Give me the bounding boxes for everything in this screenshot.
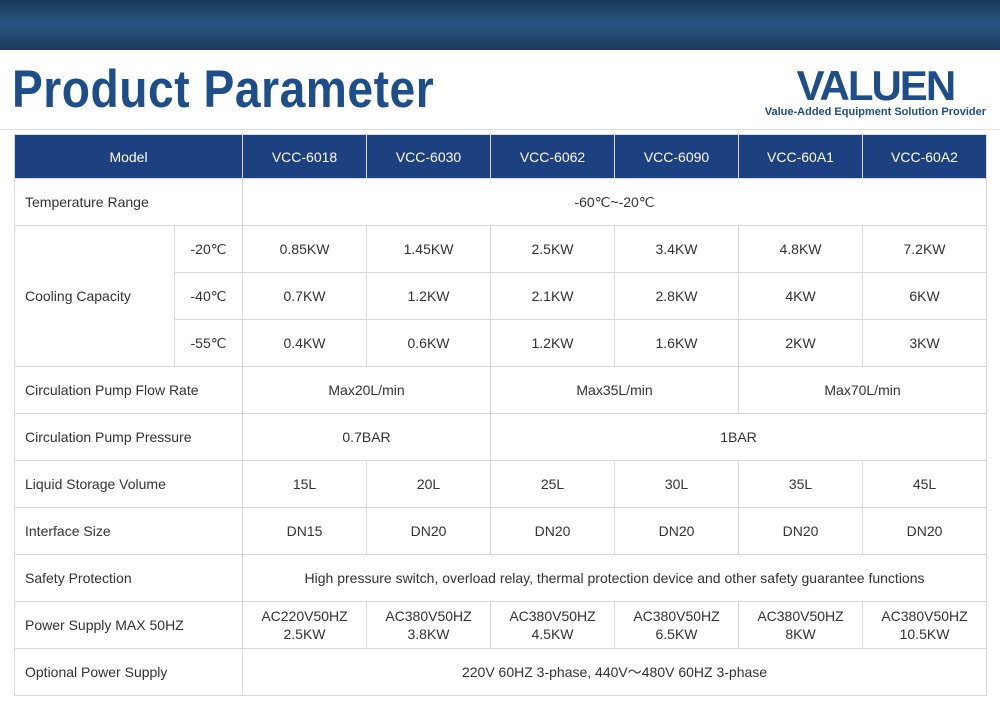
c01: 1.45KW: [367, 226, 491, 273]
c03: 3.4KW: [615, 226, 739, 273]
if2: DN20: [491, 508, 615, 555]
c11: 1.2KW: [367, 273, 491, 320]
label-temp-range: Temperature Range: [15, 179, 243, 226]
val-safety: High pressure switch, overload relay, th…: [243, 555, 987, 602]
c13: 2.8KW: [615, 273, 739, 320]
row-storage: Liquid Storage Volume 15L 20L 25L 30L 35…: [15, 461, 987, 508]
col-m0: VCC-6018: [243, 135, 367, 179]
col-m3: VCC-6090: [615, 135, 739, 179]
header-row: Product Parameter VALUEN Value-Added Equ…: [0, 50, 1000, 130]
st3: 30L: [615, 461, 739, 508]
c10: 0.7KW: [243, 273, 367, 320]
flow-1: Max35L/min: [491, 367, 739, 414]
cooling-temp-0: -20℃: [175, 226, 243, 273]
c24: 2KW: [739, 320, 863, 367]
press-0: 0.7BAR: [243, 414, 491, 461]
row-temp-range: Temperature Range -60℃~-20℃: [15, 179, 987, 226]
c02: 2.5KW: [491, 226, 615, 273]
col-m5: VCC-60A2: [863, 135, 987, 179]
c04: 4.8KW: [739, 226, 863, 273]
c22: 1.2KW: [491, 320, 615, 367]
if3: DN20: [615, 508, 739, 555]
label-flow: Circulation Pump Flow Rate: [15, 367, 243, 414]
label-safety: Safety Protection: [15, 555, 243, 602]
pw5: AC380V50HZ10.5KW: [863, 602, 987, 649]
c14: 4KW: [739, 273, 863, 320]
c21: 0.6KW: [367, 320, 491, 367]
if4: DN20: [739, 508, 863, 555]
pw3: AC380V50HZ6.5KW: [615, 602, 739, 649]
c20: 0.4KW: [243, 320, 367, 367]
label-cooling: Cooling Capacity: [15, 226, 175, 367]
label-pressure: Circulation Pump Pressure: [15, 414, 243, 461]
cooling-temp-1: -40℃: [175, 273, 243, 320]
pw2: AC380V50HZ4.5KW: [491, 602, 615, 649]
c12: 2.1KW: [491, 273, 615, 320]
row-flow: Circulation Pump Flow Rate Max20L/min Ma…: [15, 367, 987, 414]
row-optional: Optional Power Supply 220V 60HZ 3-phase,…: [15, 649, 987, 696]
row-interface: Interface Size DN15 DN20 DN20 DN20 DN20 …: [15, 508, 987, 555]
cooling-temp-2: -55℃: [175, 320, 243, 367]
col-m1: VCC-6030: [367, 135, 491, 179]
st1: 20L: [367, 461, 491, 508]
row-safety: Safety Protection High pressure switch, …: [15, 555, 987, 602]
row-pressure: Circulation Pump Pressure 0.7BAR 1BAR: [15, 414, 987, 461]
top-decor-band: [0, 0, 1000, 50]
label-interface: Interface Size: [15, 508, 243, 555]
st4: 35L: [739, 461, 863, 508]
logo-main: VALUEN: [765, 62, 986, 110]
c23: 1.6KW: [615, 320, 739, 367]
val-optional: 220V 60HZ 3-phase, 440V～480V 60HZ 3-phas…: [243, 649, 987, 696]
title-wrap: Product Parameter: [14, 61, 444, 119]
st5: 45L: [863, 461, 987, 508]
spec-table: Model VCC-6018 VCC-6030 VCC-6062 VCC-609…: [14, 134, 987, 696]
row-power: Power Supply MAX 50HZ AC220V50HZ2.5KW AC…: [15, 602, 987, 649]
label-storage: Liquid Storage Volume: [15, 461, 243, 508]
col-model: Model: [15, 135, 243, 179]
pw1: AC380V50HZ3.8KW: [367, 602, 491, 649]
c05: 7.2KW: [863, 226, 987, 273]
c25: 3KW: [863, 320, 987, 367]
label-optional: Optional Power Supply: [15, 649, 243, 696]
c15: 6KW: [863, 273, 987, 320]
pw0: AC220V50HZ2.5KW: [243, 602, 367, 649]
table-header-row: Model VCC-6018 VCC-6030 VCC-6062 VCC-609…: [15, 135, 987, 179]
val-temp-range: -60℃~-20℃: [243, 179, 987, 226]
press-1: 1BAR: [491, 414, 987, 461]
page-title: Product Parameter: [12, 60, 434, 120]
row-cooling-0: Cooling Capacity -20℃ 0.85KW 1.45KW 2.5K…: [15, 226, 987, 273]
label-power: Power Supply MAX 50HZ: [15, 602, 243, 649]
if1: DN20: [367, 508, 491, 555]
logo-block: VALUEN Value-Added Equipment Solution Pr…: [765, 62, 986, 118]
c00: 0.85KW: [243, 226, 367, 273]
if5: DN20: [863, 508, 987, 555]
st2: 25L: [491, 461, 615, 508]
pw4: AC380V50HZ8KW: [739, 602, 863, 649]
col-m4: VCC-60A1: [739, 135, 863, 179]
flow-2: Max70L/min: [739, 367, 987, 414]
col-m2: VCC-6062: [491, 135, 615, 179]
if0: DN15: [243, 508, 367, 555]
st0: 15L: [243, 461, 367, 508]
flow-0: Max20L/min: [243, 367, 491, 414]
logo-text: VALUEN: [797, 62, 955, 110]
